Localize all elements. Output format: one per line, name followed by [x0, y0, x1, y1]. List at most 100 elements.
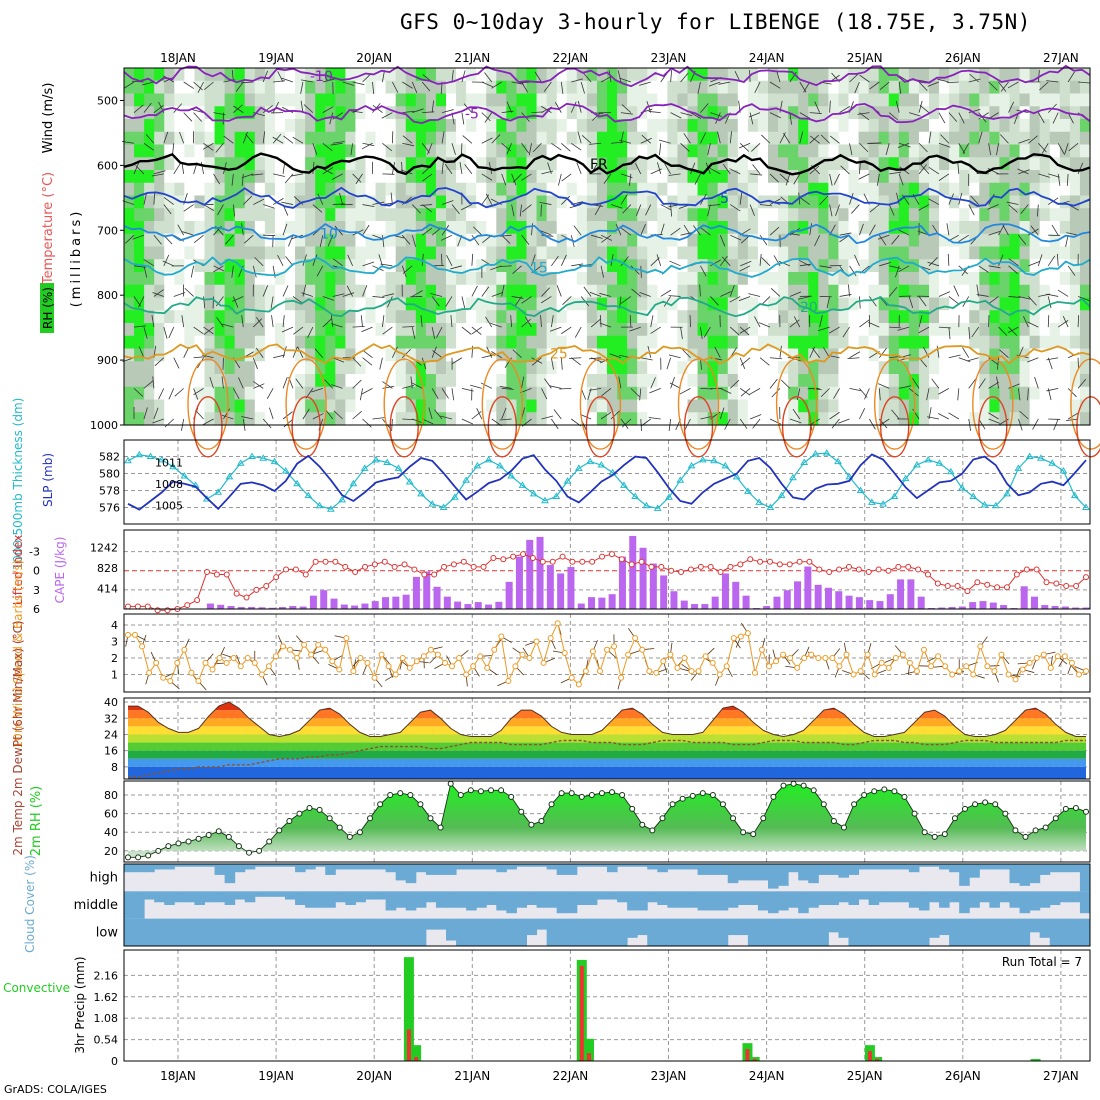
cape-bar: [258, 607, 266, 609]
rh-cell: [768, 399, 779, 413]
rh-cell: [1009, 144, 1021, 158]
rh-cell: [546, 399, 558, 413]
rh-cell: [929, 131, 940, 146]
rh-cell: [888, 195, 900, 209]
rh-cell: [979, 323, 990, 337]
rh-cell: [375, 68, 387, 82]
rh-cell: [365, 106, 377, 120]
cape-bar: [948, 607, 956, 609]
cloud-cell: [788, 864, 799, 873]
rh-cell: [486, 323, 497, 337]
rh-cell: [285, 412, 296, 426]
rh-cell: [1029, 386, 1041, 401]
rh-cell: [737, 106, 749, 120]
rh-cell: [546, 412, 558, 426]
rh-cell: [717, 68, 729, 82]
lifted-index-line-point: [895, 563, 902, 570]
wind-barb: [590, 319, 601, 328]
rh-cell: [617, 412, 628, 426]
thickness-line-point: [1048, 459, 1057, 466]
wind-barb: [450, 265, 463, 270]
rh-cell: [818, 399, 829, 413]
wind10-line-point: [625, 651, 632, 658]
rh-cell: [586, 233, 598, 248]
cloud-cell: [707, 891, 719, 911]
rh-cell: [285, 348, 296, 362]
wind-barb: [700, 227, 711, 236]
rh-cell: [516, 182, 528, 197]
rh-cell: [898, 348, 910, 362]
wind-barb: [203, 142, 214, 151]
rh-cell: [707, 399, 719, 413]
rh-cell: [778, 297, 789, 311]
rh-cell: [124, 297, 135, 311]
wind-barb: [589, 387, 602, 391]
date-label-top: 20JAN: [356, 51, 392, 65]
rh-cell: [385, 106, 397, 120]
rh-cell: [204, 297, 216, 311]
wind-barb: [864, 388, 870, 400]
rh-cell: [929, 323, 940, 337]
rh-cell: [1049, 182, 1061, 197]
cloud-cell: [687, 918, 699, 946]
rh-cell: [546, 348, 558, 362]
rh-cell: [466, 335, 477, 350]
rh-cell: [878, 208, 890, 222]
rh-cell: [295, 386, 306, 401]
cloud-cell: [204, 891, 216, 903]
thickness-line-point: [214, 488, 223, 495]
wind-barb: [512, 173, 522, 183]
wind-barb: [1018, 234, 1027, 245]
wind-barb: [531, 357, 542, 366]
wind-barb: [124, 234, 135, 244]
lifted-index-line-point: [934, 580, 941, 587]
cape-bar: [206, 603, 214, 609]
cloud-cell: [1039, 918, 1051, 938]
rh2m-line-point: [961, 805, 968, 812]
rh-cell: [929, 361, 940, 375]
rh-cell: [878, 246, 890, 260]
rh-cell: [164, 93, 175, 107]
rh-cell: [415, 361, 427, 375]
rh-cell: [637, 310, 648, 324]
wind-barb: [889, 265, 902, 269]
rh-cell: [908, 335, 920, 350]
cloud-cell: [486, 891, 497, 905]
wind-barb: [362, 73, 372, 83]
rh-cell: [184, 208, 196, 222]
rh-cell: [285, 399, 296, 413]
cloud-cell: [838, 891, 849, 903]
rh-cell: [184, 399, 196, 413]
rh-cell: [637, 68, 648, 82]
wind-barb: [521, 143, 529, 154]
wind-barb: [909, 112, 921, 117]
rh-cell: [476, 157, 487, 171]
rh2m-line-point: [457, 791, 464, 798]
rh-cell: [888, 80, 900, 95]
rh-cell: [536, 386, 548, 401]
cloud-cell: [848, 918, 860, 946]
wind-barb: [312, 204, 323, 213]
rh-cell: [1029, 272, 1041, 286]
rh-cell: [999, 233, 1011, 248]
rh-cell: [617, 386, 628, 401]
rh-cell: [1079, 106, 1091, 120]
cloud-cell: [667, 891, 678, 908]
rh-cell: [868, 68, 880, 82]
wind-barb: [143, 265, 148, 278]
rh-cell: [526, 399, 538, 413]
rh-cell: [506, 259, 518, 273]
rh-cell: [415, 386, 427, 401]
rh-cell: [345, 208, 357, 222]
wind-barb: [331, 323, 343, 328]
rh-cell: [214, 195, 226, 209]
cloud-cell: [435, 891, 447, 908]
wind-barb: [664, 163, 671, 175]
rh-cell: [969, 399, 980, 413]
rh-cell: [778, 284, 789, 299]
rh-cell: [1049, 144, 1061, 158]
wind-barb: [1077, 378, 1087, 389]
rh-cell: [707, 246, 719, 260]
rh-cell: [476, 144, 487, 158]
rh-cell: [204, 399, 216, 413]
